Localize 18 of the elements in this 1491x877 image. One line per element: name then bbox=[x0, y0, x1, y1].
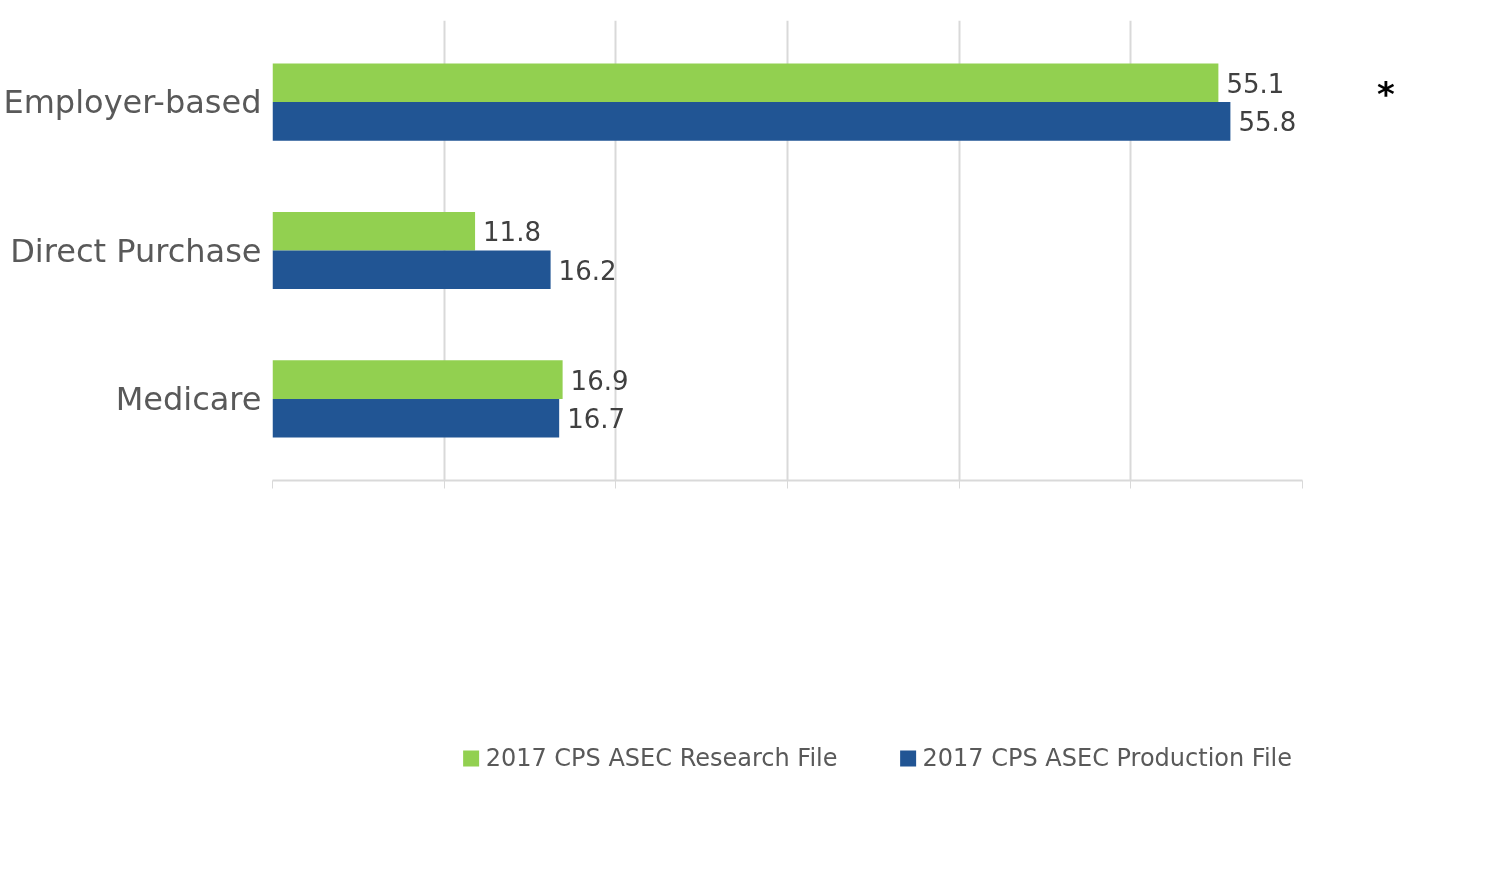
bar bbox=[272, 102, 1231, 141]
data-label: 55.8 bbox=[1238, 107, 1297, 138]
legend-label: 2017 CPS ASEC Research File bbox=[485, 744, 838, 772]
bar bbox=[272, 398, 560, 438]
legend-label: 2017 CPS ASEC Production File bbox=[922, 744, 1292, 772]
bar bbox=[272, 250, 551, 290]
y-tick-label: Medicare bbox=[115, 379, 262, 418]
data-label: 16.2 bbox=[558, 255, 617, 286]
text: * bbox=[1377, 73, 1395, 116]
bar bbox=[272, 360, 563, 399]
data-label: 16.9 bbox=[570, 365, 629, 396]
data-label: 16.7 bbox=[567, 404, 626, 435]
bar bbox=[272, 211, 476, 251]
data-label: 11.8 bbox=[483, 217, 541, 248]
data-label: 55.1 bbox=[1226, 68, 1285, 99]
y-tick-label: Employer-based bbox=[3, 83, 262, 122]
y-tick-label: Direct Purchase bbox=[10, 231, 262, 270]
bar bbox=[272, 63, 1219, 103]
